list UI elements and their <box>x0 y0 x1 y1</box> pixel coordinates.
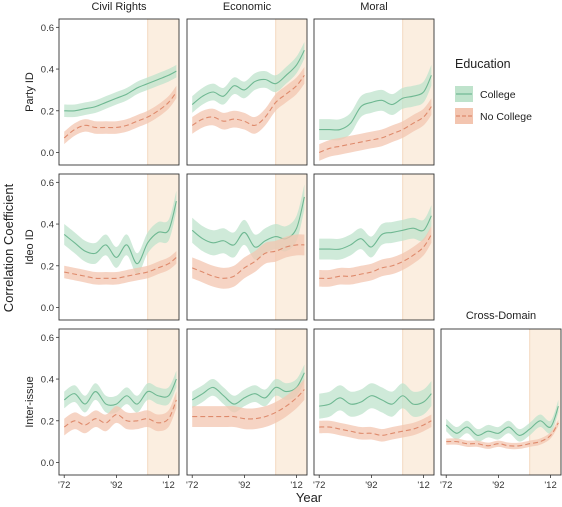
y-tick-label: 0.4 <box>41 375 54 386</box>
band-college <box>319 381 432 419</box>
panel-border <box>440 328 562 476</box>
line-no-college <box>192 244 305 279</box>
line-no-college <box>191 74 305 126</box>
y-tick-label: 0.4 <box>41 220 54 231</box>
line-college <box>319 393 432 407</box>
line-college <box>445 405 559 436</box>
row-label-party-id: Party ID <box>24 72 36 112</box>
x-tick-label: '12 <box>544 480 556 491</box>
line-college <box>319 215 432 250</box>
line-college <box>319 75 432 131</box>
y-tick-label: 0.2 <box>41 416 54 427</box>
panel-border <box>313 18 435 166</box>
panel-party-id-economic <box>186 18 308 166</box>
band-no-college <box>319 414 432 442</box>
line-college <box>63 200 177 265</box>
line-college <box>63 378 177 406</box>
x-tick-label: '72 <box>186 480 198 491</box>
y-axis-title: Correlation Coefficient <box>1 183 16 312</box>
x-tick-label: '72 <box>440 480 452 491</box>
x-tick-label: '12 <box>162 480 174 491</box>
band-no-college <box>64 85 177 145</box>
y-tick-label: 0.2 <box>41 106 54 117</box>
shaded-period <box>147 174 179 320</box>
panel-party-id-moral <box>313 18 435 166</box>
line-no-college <box>319 234 432 279</box>
panel-inter-issue-economic: '72 '92 '12 <box>186 328 308 491</box>
panel-border <box>58 328 180 476</box>
column-title-economic: Economic <box>223 1 272 13</box>
panel-ideo-id-civil-rights: 0.0 0.2 0.4 0.6 <box>41 173 180 321</box>
y-tick-label: 0.6 <box>41 333 54 344</box>
legend-item-college: College <box>455 86 516 102</box>
x-tick-label: '12 <box>290 480 302 491</box>
panel-border <box>186 18 308 166</box>
x-tick-label: '92 <box>492 480 504 491</box>
x-tick-label: '92 <box>238 480 250 491</box>
line-college <box>64 70 177 112</box>
band-no-college <box>319 98 432 161</box>
panel-border <box>186 173 308 321</box>
y-tick-label: 0.6 <box>41 23 54 34</box>
band-no-college <box>192 234 305 289</box>
shaded-period <box>529 329 561 475</box>
band-college <box>192 364 305 413</box>
panel-border <box>313 173 435 321</box>
legend-label: College <box>480 89 516 101</box>
row-label-inter-issue: Inter-issue <box>24 376 36 427</box>
band-no-college <box>192 66 305 134</box>
y-tick-label: 0.2 <box>41 261 54 272</box>
column-title-civil-rights: Civil Rights <box>91 1 147 13</box>
column-title-cross-domain: Cross-Domain <box>466 310 536 322</box>
legend-title: Education <box>455 57 511 71</box>
band-college <box>446 399 559 442</box>
x-tick-label: '72 <box>313 480 325 491</box>
line-college <box>191 50 305 105</box>
line-no-college <box>319 106 432 154</box>
column-title-moral: Moral <box>360 1 388 13</box>
y-tick-label: 0.0 <box>41 303 54 314</box>
y-tick-label: 0.4 <box>41 65 54 76</box>
legend: Education College No College <box>455 57 532 124</box>
band-no-college <box>64 391 177 436</box>
x-tick-label: '72 <box>58 480 70 491</box>
x-axis-title: Year <box>296 490 323 505</box>
panel-border <box>313 328 435 476</box>
legend-label: No College <box>480 111 532 123</box>
y-tick-label: 0.6 <box>41 178 54 189</box>
band-no-college <box>319 226 432 287</box>
panel-border <box>58 18 180 166</box>
band-no-college <box>446 419 559 450</box>
panel-ideo-id-moral <box>313 173 435 321</box>
line-no-college <box>192 389 305 420</box>
band-college <box>64 64 177 118</box>
panel-party-id-civil-rights: 0.0 0.2 0.4 0.6 <box>41 18 180 166</box>
band-college <box>64 370 177 414</box>
y-tick-label: 0.0 <box>41 148 54 159</box>
row-label-ideo-id: Ideo ID <box>24 229 36 265</box>
x-tick-label: '12 <box>417 480 429 491</box>
panel-ideo-id-economic <box>186 173 308 321</box>
panel-border <box>58 173 180 321</box>
band-no-college <box>64 251 177 285</box>
panel-inter-issue-civil-rights: 0.0 0.2 0.4 0.6 '72 '92 '12 <box>41 328 180 491</box>
line-no-college <box>446 422 559 447</box>
x-tick-label: '92 <box>110 480 122 491</box>
line-no-college <box>319 420 432 436</box>
legend-item-no-college: No College <box>455 108 532 124</box>
panel-inter-issue-moral: '72 '92 '12 <box>313 328 435 491</box>
line-no-college <box>64 257 177 279</box>
x-tick-label: '92 <box>365 480 377 491</box>
panel-inter-issue-cross-domain: '72 '92 '12 <box>440 328 562 491</box>
line-no-college <box>63 399 177 428</box>
panel-border <box>186 328 308 476</box>
band-college <box>319 64 432 141</box>
y-tick-label: 0.0 <box>41 458 54 469</box>
line-college <box>191 372 305 405</box>
